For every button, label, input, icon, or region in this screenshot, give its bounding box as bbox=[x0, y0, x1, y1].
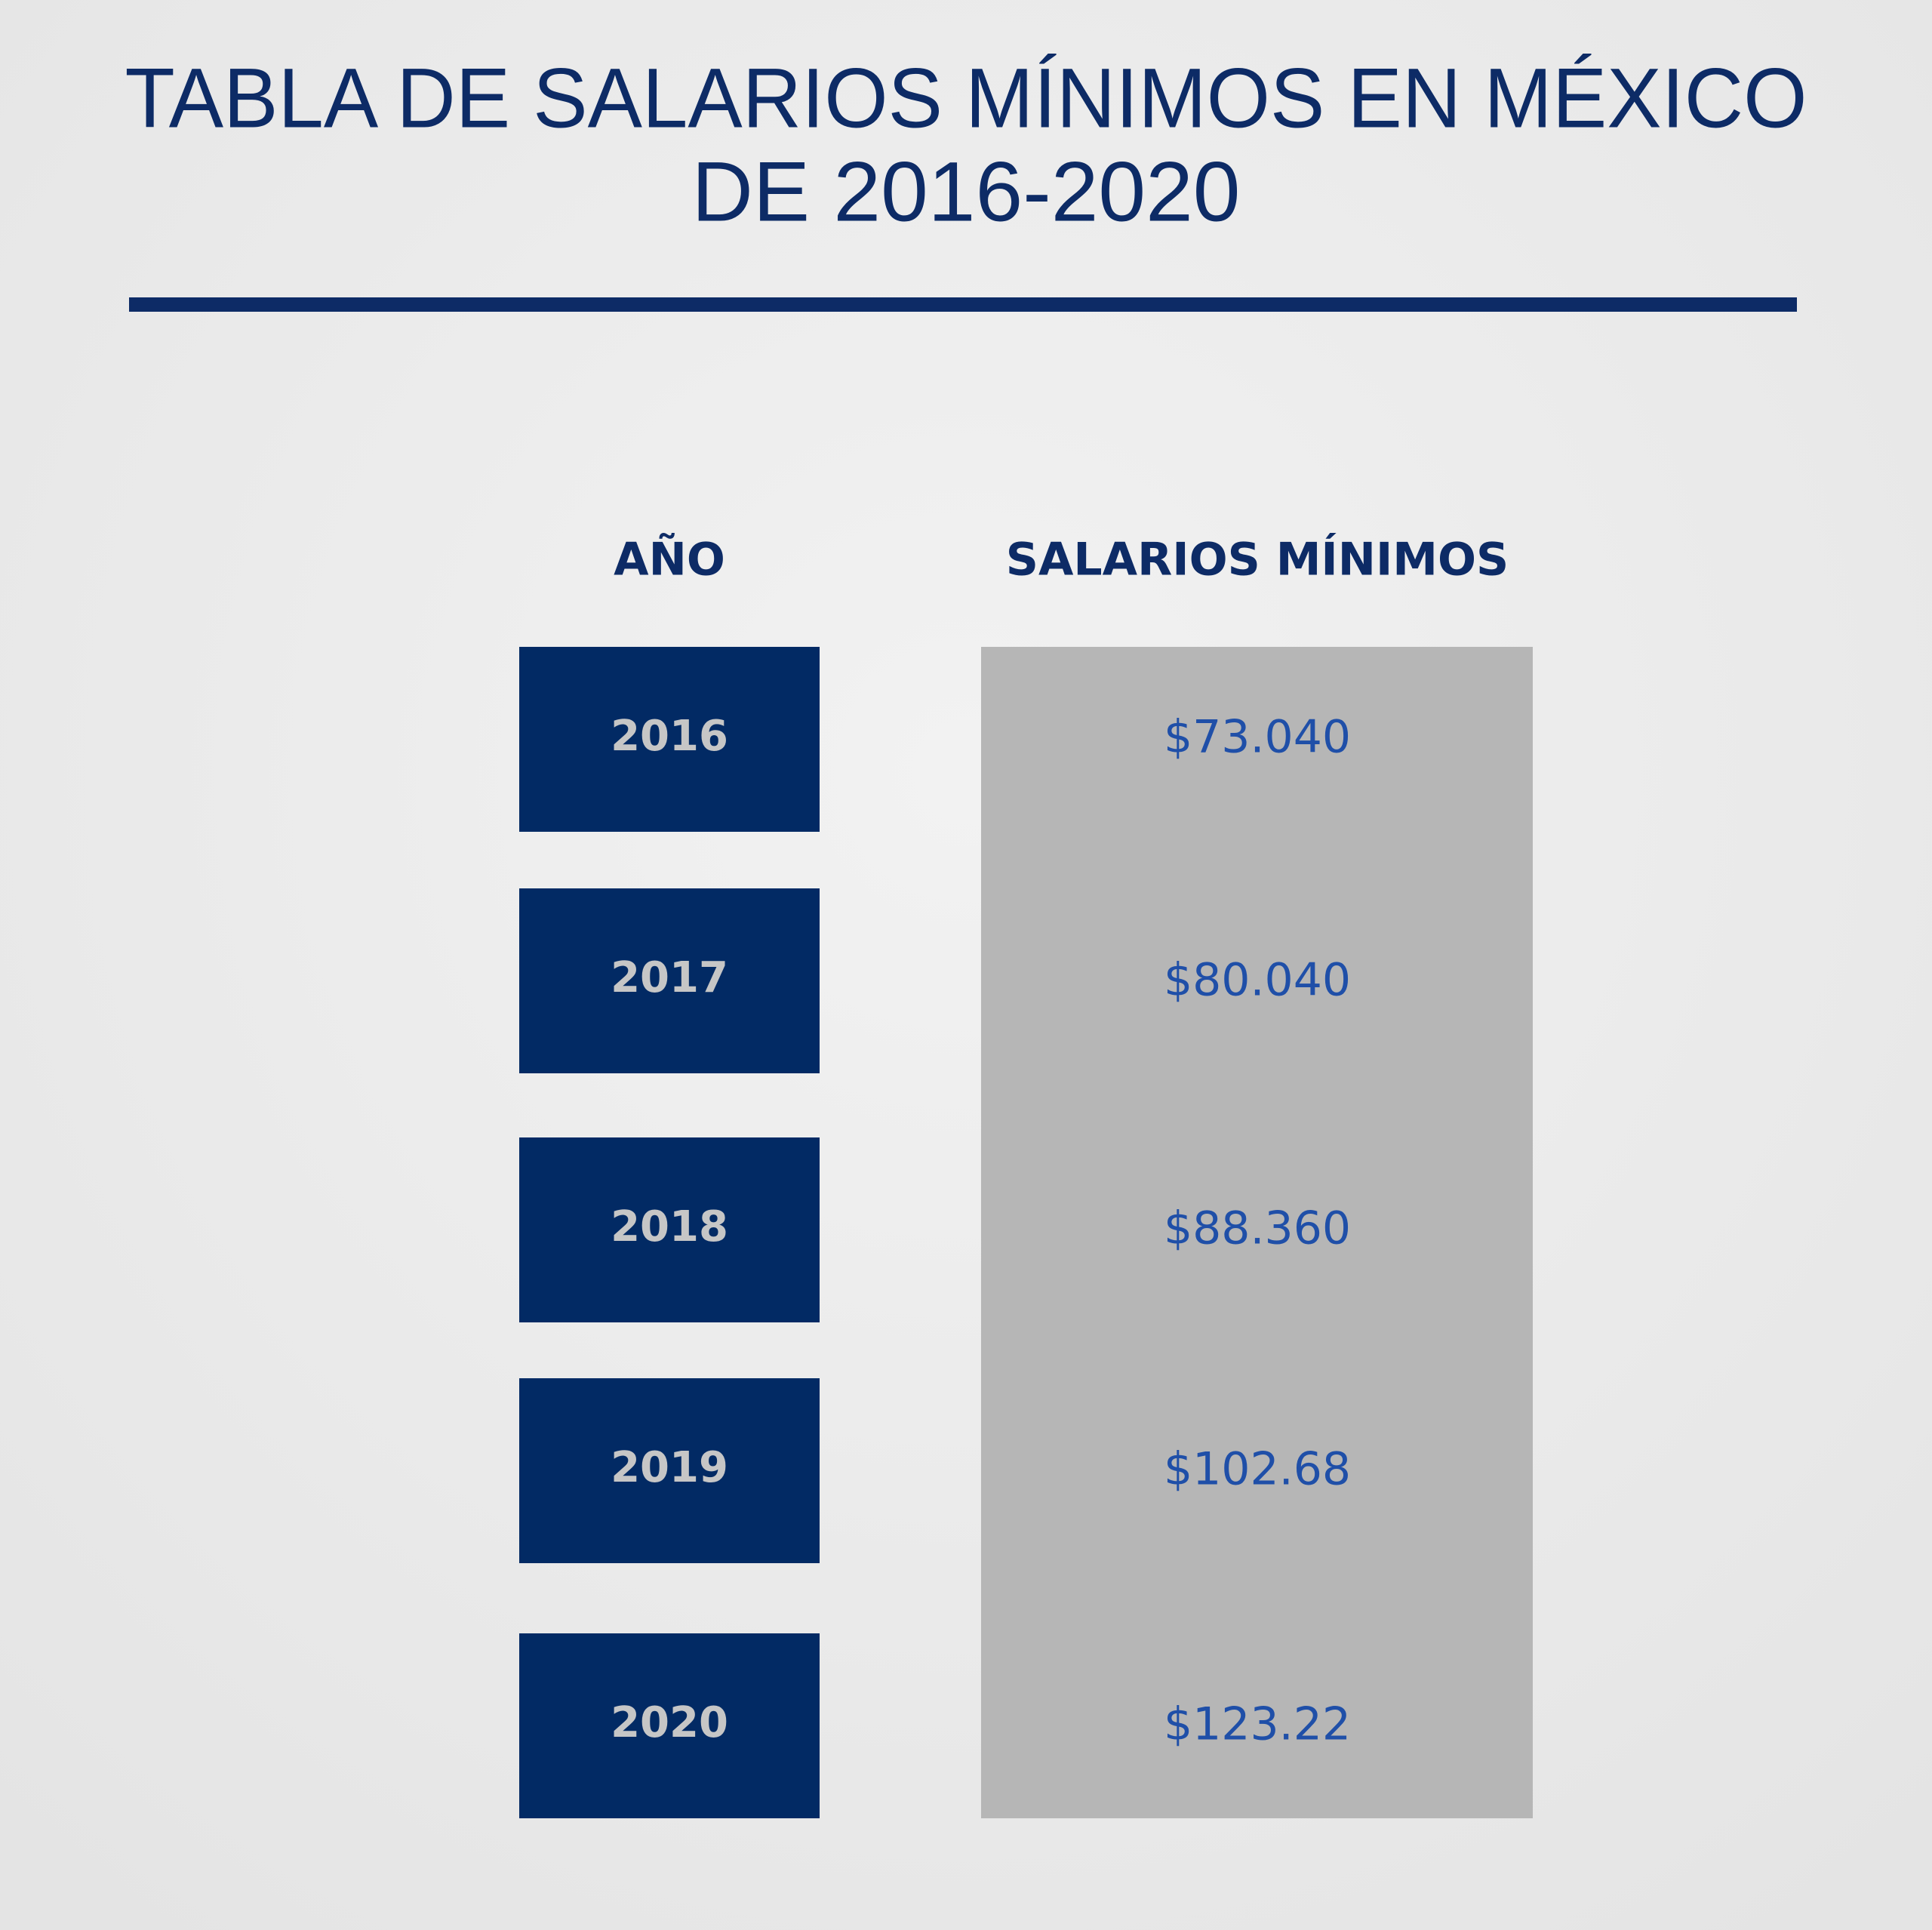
salary: $80.040 bbox=[1164, 954, 1351, 1007]
year-box bbox=[519, 888, 820, 1073]
column-header: SALARIOS MÍNIMOS bbox=[1006, 532, 1509, 586]
rows: 2016 $73.040 2017 $80.040 2018 $88.360 2019 $10… bbox=[519, 647, 1351, 1818]
year-box bbox=[519, 1378, 820, 1563]
salary: $73.040 bbox=[1164, 711, 1351, 764]
salary: $102.68 bbox=[1164, 1443, 1351, 1496]
salary: $88.360 bbox=[1164, 1202, 1351, 1255]
year: 2016 bbox=[611, 712, 728, 761]
year: 2017 bbox=[611, 953, 728, 1002]
year-box bbox=[519, 1137, 820, 1322]
title-line: DE 2016-2020 bbox=[692, 145, 1241, 239]
title-line: TABLA DE SALARIOS MÍNIMOS EN MÉXICO bbox=[125, 51, 1807, 146]
column-header: AÑO bbox=[614, 532, 725, 586]
salary: $123.22 bbox=[1164, 1698, 1351, 1751]
year: 2018 bbox=[611, 1202, 728, 1251]
year-box bbox=[519, 1633, 820, 1818]
year: 2020 bbox=[611, 1698, 728, 1747]
salary-column bbox=[981, 647, 1533, 1818]
year: 2019 bbox=[611, 1443, 728, 1492]
divider bbox=[129, 297, 1797, 312]
year-box bbox=[519, 647, 820, 832]
